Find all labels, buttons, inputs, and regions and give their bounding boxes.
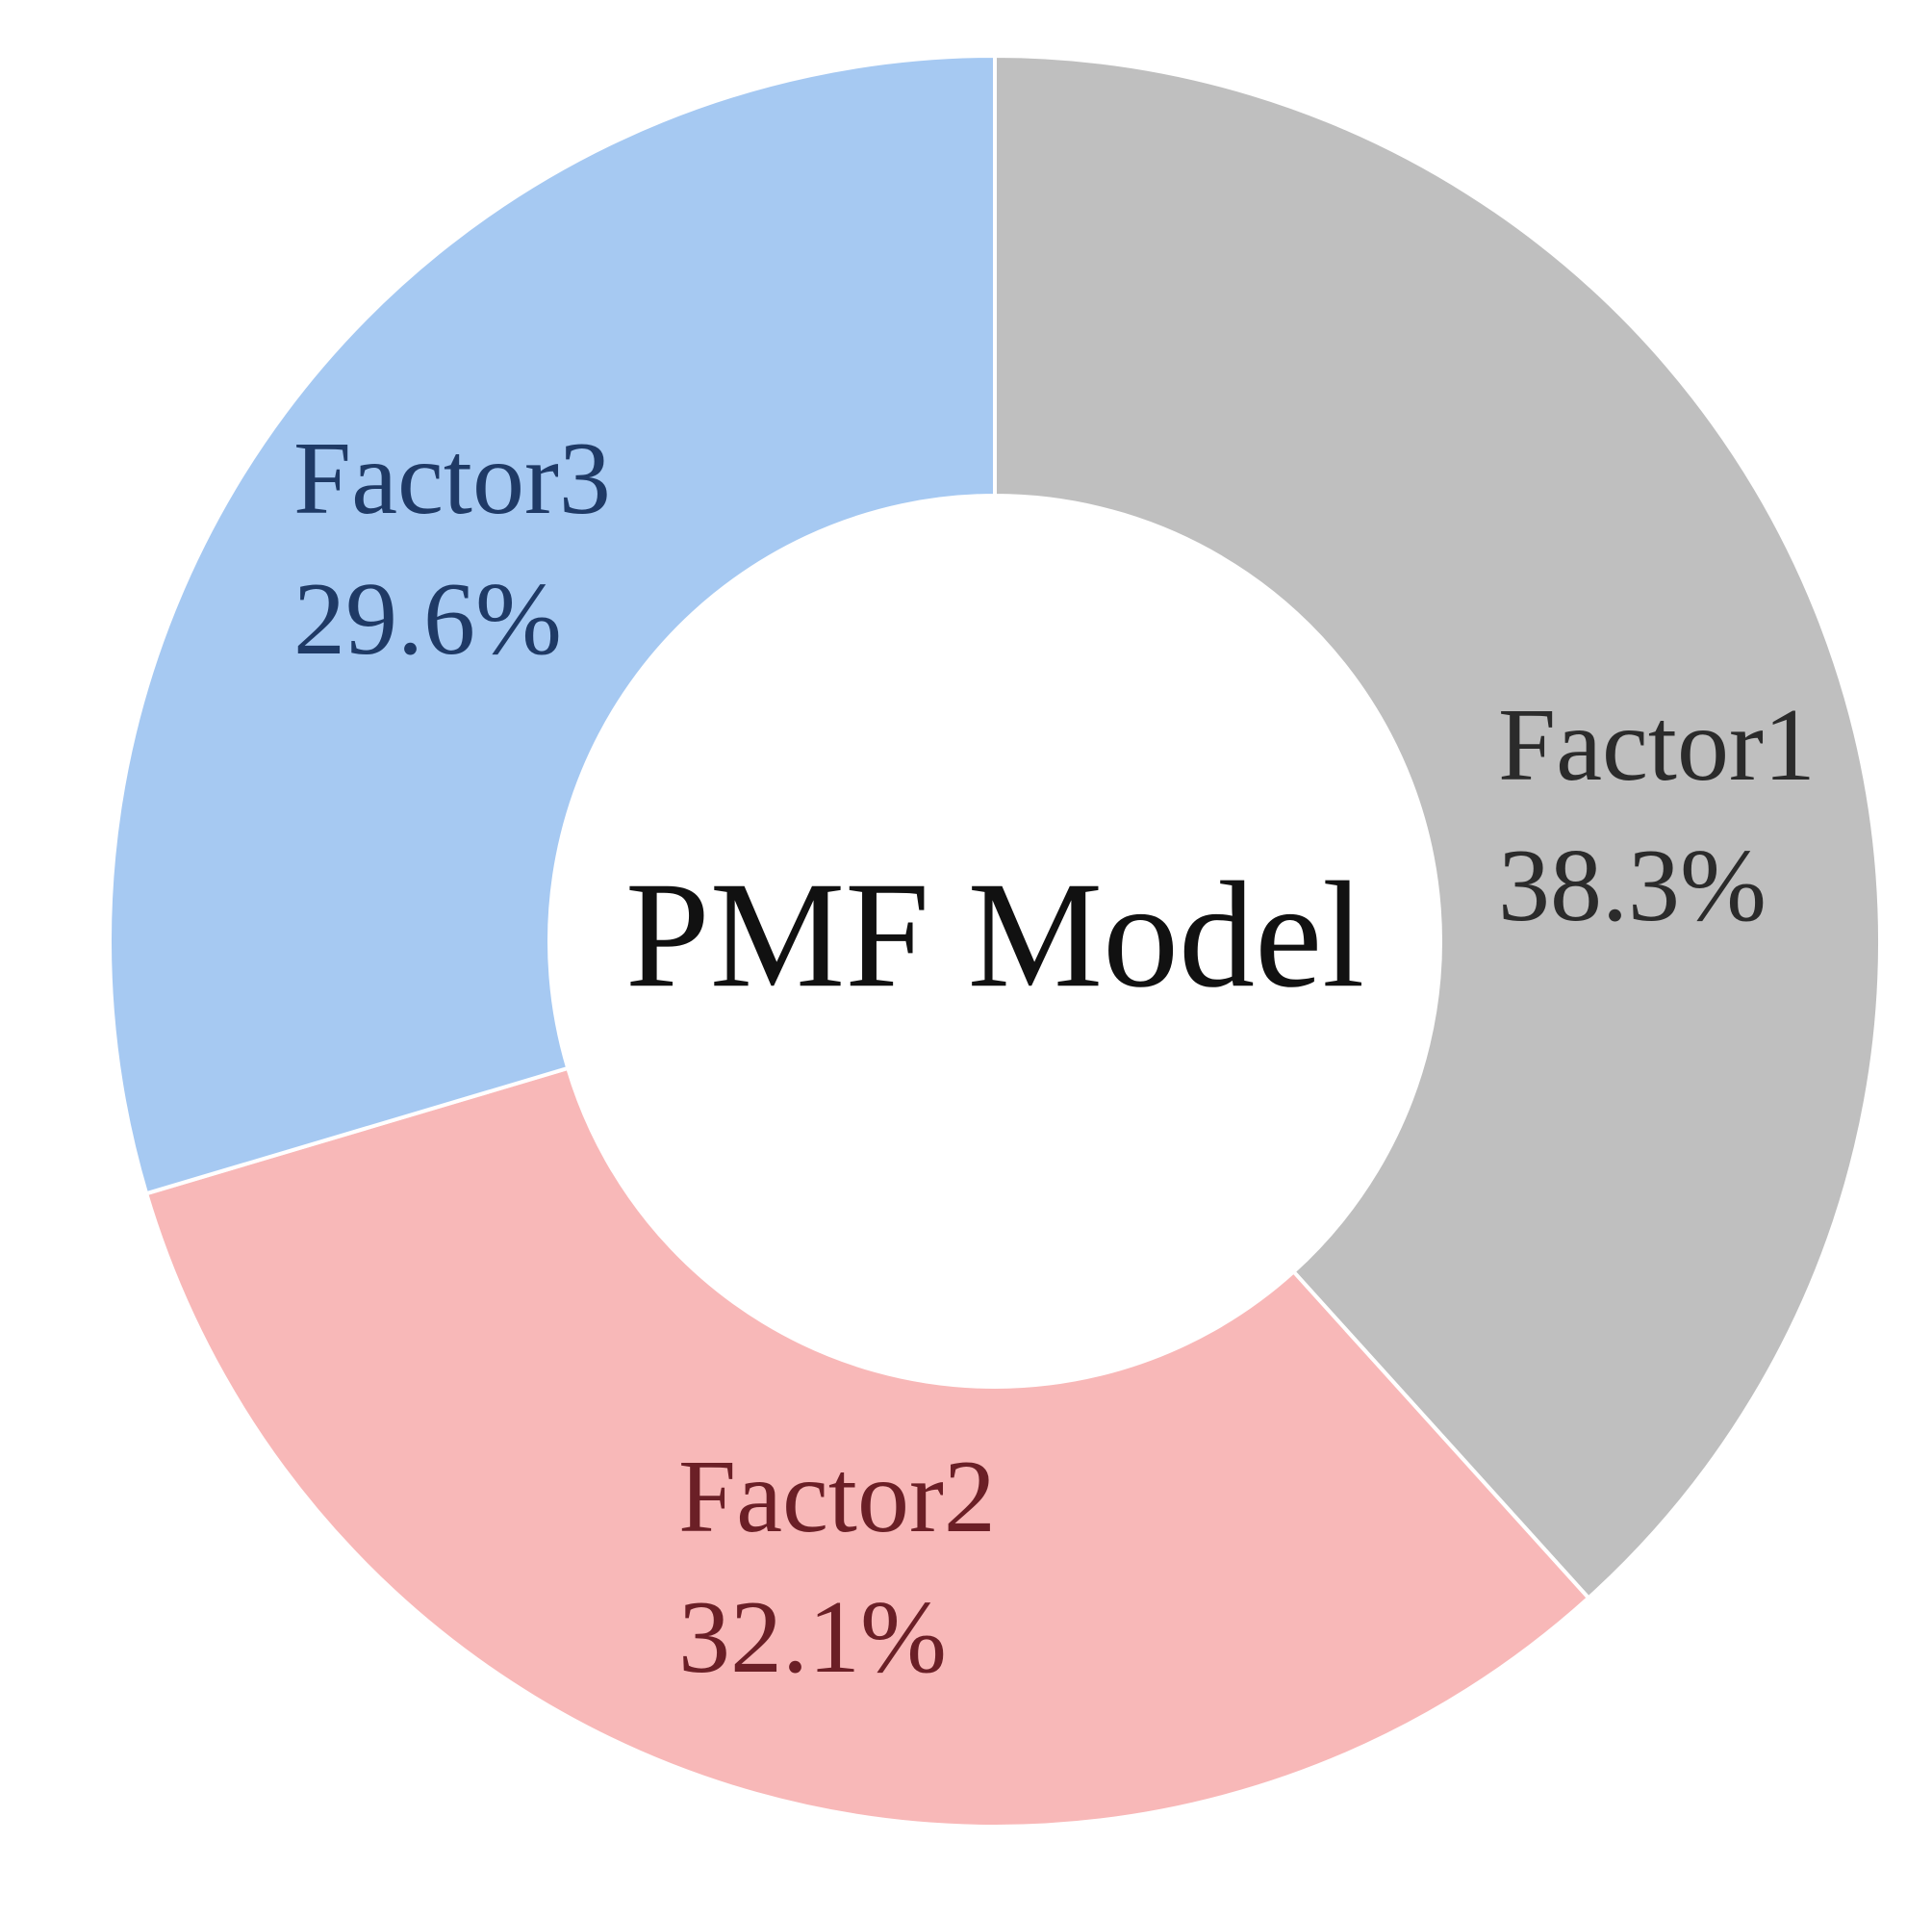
slice-label: Factor1 <box>1498 688 1816 803</box>
slice <box>993 53 1882 1601</box>
slices <box>108 53 1882 1829</box>
slice-label: Factor3 <box>293 422 611 536</box>
slice <box>108 53 997 1196</box>
value-label: 29.6% <box>293 562 562 677</box>
value-label: 32.1% <box>678 1580 947 1695</box>
value-label: 38.3% <box>1498 829 1767 943</box>
slice <box>143 1065 1591 1829</box>
center-label: PMF Model <box>625 851 1364 1019</box>
slice-label: Factor2 <box>678 1440 996 1554</box>
